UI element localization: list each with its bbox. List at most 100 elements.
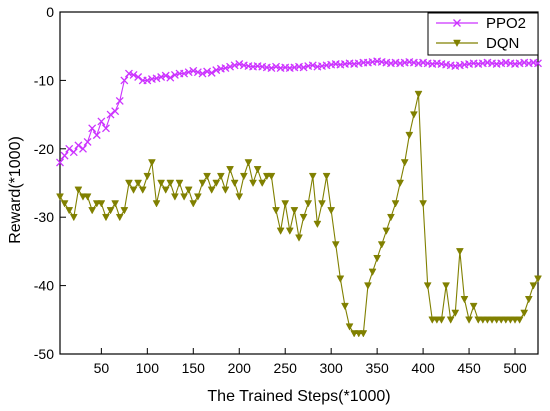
data-point-ppo2 xyxy=(193,68,202,77)
data-point-dqn xyxy=(272,207,280,215)
data-point-dqn xyxy=(102,213,110,222)
data-point-dqn xyxy=(396,179,405,188)
data-point-ppo2 xyxy=(184,68,193,77)
x-tick-label: 200 xyxy=(228,360,252,376)
data-point-dqn xyxy=(336,275,345,283)
y-tick-label: -50 xyxy=(34,346,54,362)
data-point-dqn xyxy=(341,302,349,311)
data-point-dqn xyxy=(212,179,221,188)
data-point-dqn xyxy=(276,227,285,235)
data-point-dqn xyxy=(460,296,469,304)
data-point-ppo2 xyxy=(207,68,216,77)
data-point-dqn xyxy=(322,172,331,181)
data-point-dqn xyxy=(166,179,175,188)
data-point-dqn xyxy=(382,227,391,235)
legend-label-ppo2: PPO2 xyxy=(486,15,526,32)
data-point-dqn xyxy=(455,248,464,256)
data-point-dqn xyxy=(281,200,290,208)
data-point-dqn xyxy=(60,200,69,208)
data-point-ppo2 xyxy=(198,69,207,78)
data-point-ppo2 xyxy=(143,76,152,85)
data-point-ppo2 xyxy=(106,110,115,119)
data-point-dqn xyxy=(391,200,400,208)
data-point-dqn xyxy=(239,172,248,181)
data-point-dqn xyxy=(295,234,303,242)
data-point-ppo2 xyxy=(221,64,230,73)
legend-items: PPO2 DQN xyxy=(436,15,526,52)
series-ppo2 xyxy=(56,57,542,167)
legend-marker-dqn xyxy=(453,39,461,48)
data-point-dqn xyxy=(88,207,97,215)
data-point-ppo2 xyxy=(166,73,175,82)
data-point-dqn xyxy=(175,179,184,188)
data-point-ppo2 xyxy=(69,148,78,157)
data-point-dqn xyxy=(193,193,202,201)
data-point-dqn xyxy=(520,309,529,317)
data-point-dqn xyxy=(198,179,207,188)
data-point-dqn xyxy=(465,316,473,324)
data-point-dqn xyxy=(318,200,326,208)
data-point-ppo2 xyxy=(124,69,133,78)
data-point-dqn xyxy=(69,213,78,222)
y-axis: 0 -10 -20 -30 -40 -50 xyxy=(34,4,66,362)
data-point-dqn xyxy=(106,207,115,215)
data-point-dqn xyxy=(414,90,423,99)
data-point-ppo2 xyxy=(203,67,212,76)
data-point-dqn xyxy=(253,166,262,174)
data-point-dqn xyxy=(387,213,395,222)
data-point-dqn xyxy=(143,172,152,181)
data-point-dqn xyxy=(405,131,414,140)
x-tick-label: 300 xyxy=(319,360,343,376)
plot-frame xyxy=(59,11,539,355)
data-point-ppo2 xyxy=(74,141,83,150)
data-point-dqn xyxy=(299,213,308,222)
data-point-dqn xyxy=(125,179,133,188)
data-point-dqn xyxy=(345,323,354,331)
data-point-dqn xyxy=(216,172,225,181)
data-point-dqn xyxy=(244,159,253,167)
data-point-dqn xyxy=(148,159,156,167)
data-point-ppo2 xyxy=(226,62,235,71)
data-point-dqn xyxy=(184,186,193,194)
data-point-dqn xyxy=(97,200,106,208)
data-point-dqn xyxy=(115,213,124,222)
data-point-dqn xyxy=(442,282,450,290)
data-point-dqn xyxy=(437,316,446,324)
data-point-dqn xyxy=(368,268,377,276)
x-axis: 50 100 150 200 250 300 350 400 450 500 xyxy=(94,348,527,376)
x-tick-label: 500 xyxy=(503,360,527,376)
data-point-dqn xyxy=(189,200,198,208)
data-point-dqn xyxy=(534,275,542,283)
data-point-dqn xyxy=(331,241,340,249)
data-point-ppo2 xyxy=(115,96,124,105)
x-tick-label: 350 xyxy=(365,360,389,376)
x-axis-label: The Trained Steps(*1000) xyxy=(207,388,390,405)
data-point-dqn xyxy=(258,179,267,188)
y-tick-label: -30 xyxy=(34,209,54,225)
y-tick-label: -10 xyxy=(34,72,54,88)
data-point-ppo2 xyxy=(102,124,110,133)
data-point-dqn xyxy=(524,296,533,304)
data-point-ppo2 xyxy=(299,63,308,72)
x-tick-label: 100 xyxy=(136,360,160,376)
data-point-ppo2 xyxy=(272,62,280,71)
data-point-ppo2 xyxy=(180,69,189,78)
data-point-dqn xyxy=(180,193,189,201)
data-point-ppo2 xyxy=(230,61,239,70)
x-tick-label: 400 xyxy=(411,360,435,376)
data-point-dqn xyxy=(290,207,299,215)
data-point-dqn xyxy=(409,111,418,119)
data-point-ppo2 xyxy=(88,124,97,133)
data-point-ppo2 xyxy=(189,66,198,75)
data-point-dqn xyxy=(235,193,244,201)
data-point-dqn xyxy=(83,193,92,201)
data-point-dqn xyxy=(400,159,409,167)
data-point-dqn xyxy=(267,172,276,181)
data-point-dqn xyxy=(74,186,83,194)
legend-box xyxy=(427,12,539,56)
data-point-dqn xyxy=(152,200,161,208)
data-point-dqn xyxy=(515,316,524,324)
legend: PPO2 DQN xyxy=(427,12,539,56)
legend-label-dqn: DQN xyxy=(486,35,519,52)
data-point-dqn xyxy=(423,282,432,290)
